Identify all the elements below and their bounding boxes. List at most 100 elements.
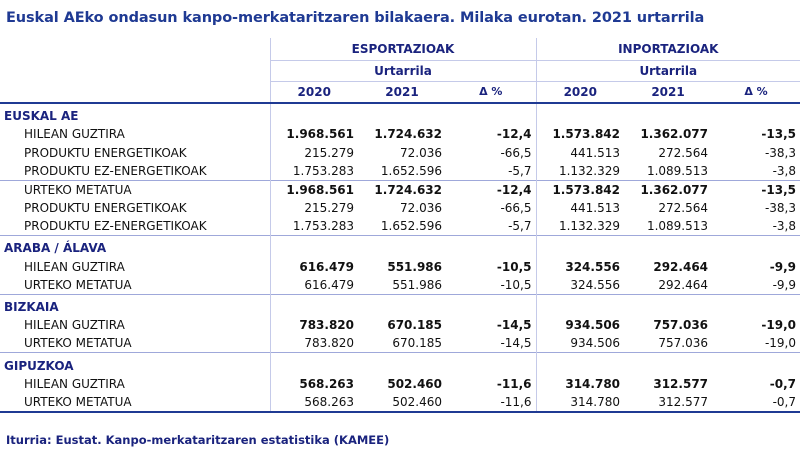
value-cell: 324.556 xyxy=(535,257,625,276)
empty-cell xyxy=(535,293,625,317)
empty-cell xyxy=(358,234,446,258)
empty-cell xyxy=(624,352,713,375)
value-cell: -0,7 xyxy=(769,377,797,392)
section-name: BIZKAIA xyxy=(0,293,270,317)
export-header: ESPORTAZIOAK xyxy=(269,38,537,61)
import-period: Urtarrila xyxy=(535,60,800,82)
value-cell: -12,4 xyxy=(496,127,532,142)
value-cell: 312.577 xyxy=(653,377,709,392)
empty-cell xyxy=(358,102,446,125)
value-cell: -12,4 xyxy=(446,179,537,199)
header-corner xyxy=(0,81,270,104)
value-cell: -66,5 xyxy=(500,200,532,215)
value-cell: -11,6 xyxy=(496,377,532,392)
section-name: ARABA / ÁLAVA xyxy=(0,234,270,258)
empty-cell xyxy=(269,234,358,258)
value-cell: -10,5 xyxy=(496,259,532,274)
row-label: PRODUKTU ENERGETIKOAK xyxy=(24,145,187,160)
value-cell: 670.185 xyxy=(392,336,442,351)
empty-cell xyxy=(446,293,537,317)
section-header-row: ARABA / ÁLAVA xyxy=(0,234,800,258)
value-cell: -9,9 xyxy=(769,259,797,274)
value-cell: 757.036 xyxy=(653,318,709,333)
export-year2-header: 2021 xyxy=(358,81,446,104)
value-cell: -5,7 xyxy=(508,163,532,178)
header-corner xyxy=(0,38,270,60)
row-label: HILEAN GUZTIRA xyxy=(24,377,125,392)
table-row: HILEAN GUZTIRA 783.820 670.185 -14,5 934.506… xyxy=(0,316,800,335)
row-label: HILEAN GUZTIRA xyxy=(24,318,125,333)
value-cell: 312.577 xyxy=(624,393,713,413)
value-cell: 1.753.283 xyxy=(269,216,358,236)
import-header: INPORTAZIOAK xyxy=(535,38,800,61)
section-header-row: BIZKAIA xyxy=(0,293,800,317)
value-cell: -11,6 xyxy=(446,393,537,413)
empty-cell xyxy=(712,102,800,125)
empty-cell xyxy=(446,352,537,375)
value-cell: 272.564 xyxy=(658,200,709,215)
value-cell: 568.263 xyxy=(269,374,358,394)
value-cell: 72.036 xyxy=(400,200,442,215)
value-cell: 1.753.283 xyxy=(269,161,358,181)
value-cell: 272.564 xyxy=(658,145,709,160)
table-row: PRODUKTU EZ-ENERGETIKOAK 1.753.283 1.652.5… xyxy=(0,216,800,236)
value-cell: -14,5 xyxy=(496,318,532,333)
empty-cell xyxy=(446,102,537,125)
section-header-row: EUSKAL AE xyxy=(0,102,800,125)
row-label: HILEAN GUZTIRA xyxy=(24,127,125,142)
page-title: Euskal AEko ondasun kanpo-merkataritzare… xyxy=(6,10,705,26)
row-label: URTEKO METATUA xyxy=(24,277,132,292)
value-cell: -14,5 xyxy=(500,336,532,351)
table-row: PRODUKTU ENERGETIKOAK 215.279 72.036 -66,5 4… xyxy=(0,143,800,162)
import-year1-header: 2020 xyxy=(535,81,625,104)
row-label: URTEKO METATUA xyxy=(24,336,132,351)
empty-cell xyxy=(535,234,625,258)
table-row: URTEKO METATUA 1.968.561 1.724.632 -12,4 1.5… xyxy=(0,179,800,199)
section-name: EUSKAL AE xyxy=(0,102,270,125)
value-cell: 215.279 xyxy=(269,143,358,162)
import-delta-header: Δ % xyxy=(712,81,800,104)
empty-cell xyxy=(624,293,713,317)
table-row: HILEAN GUZTIRA 568.263 502.460 -11,6 314.780… xyxy=(0,374,800,394)
row-label: HILEAN GUZTIRA xyxy=(24,259,125,274)
empty-cell xyxy=(535,102,625,125)
value-cell: 616.479 xyxy=(269,275,358,295)
value-cell: 441.513 xyxy=(535,198,625,217)
value-cell: 1.652.596 xyxy=(380,163,442,178)
value-cell: 502.460 xyxy=(387,377,442,392)
value-cell: 292.464 xyxy=(653,259,709,274)
value-cell: 215.279 xyxy=(269,198,358,217)
section-header-row: GIPUZKOA xyxy=(0,352,800,375)
table-row: URTEKO METATUA 568.263 502.460 -11,6 314.780… xyxy=(0,393,800,413)
value-cell: -19,0 xyxy=(761,318,797,333)
empty-cell xyxy=(624,102,713,125)
empty-cell xyxy=(269,102,358,125)
empty-cell xyxy=(446,234,537,258)
value-cell: 1.089.513 xyxy=(646,218,709,233)
empty-cell xyxy=(712,352,800,375)
value-cell: -5,7 xyxy=(508,218,532,233)
table-row: PRODUKTU ENERGETIKOAK 215.279 72.036 -66,5 4… xyxy=(0,198,800,217)
export-delta-header: Δ % xyxy=(446,81,537,104)
row-label: PRODUKTU EZ-ENERGETIKOAK xyxy=(24,163,207,178)
table-row: PRODUKTU EZ-ENERGETIKOAK 1.753.283 1.652.5… xyxy=(0,161,800,181)
value-cell: 292.464 xyxy=(658,277,709,292)
value-cell: -13,5 xyxy=(761,127,797,142)
value-cell: -9,9 xyxy=(772,277,797,292)
value-cell: 441.513 xyxy=(535,143,625,162)
value-cell: 1.132.329 xyxy=(535,216,625,236)
value-cell: 1.132.329 xyxy=(535,161,625,181)
empty-cell xyxy=(358,293,446,317)
value-cell: -19,0 xyxy=(764,336,797,351)
table-row: HILEAN GUZTIRA 616.479 551.986 -10,5 324.556… xyxy=(0,257,800,276)
value-cell: 670.185 xyxy=(387,318,442,333)
value-cell: 1.968.561 xyxy=(269,179,358,199)
value-cell: 568.263 xyxy=(269,393,358,413)
table-row: HILEAN GUZTIRA 1.968.561 1.724.632 -12,4 1.5… xyxy=(0,125,800,144)
value-cell: 1.089.513 xyxy=(646,163,709,178)
empty-cell xyxy=(712,293,800,317)
value-cell: 72.036 xyxy=(400,145,442,160)
value-cell: 1.362.077 xyxy=(640,127,709,142)
value-cell: -38,3 xyxy=(764,145,797,160)
value-cell: 1.652.596 xyxy=(380,218,442,233)
